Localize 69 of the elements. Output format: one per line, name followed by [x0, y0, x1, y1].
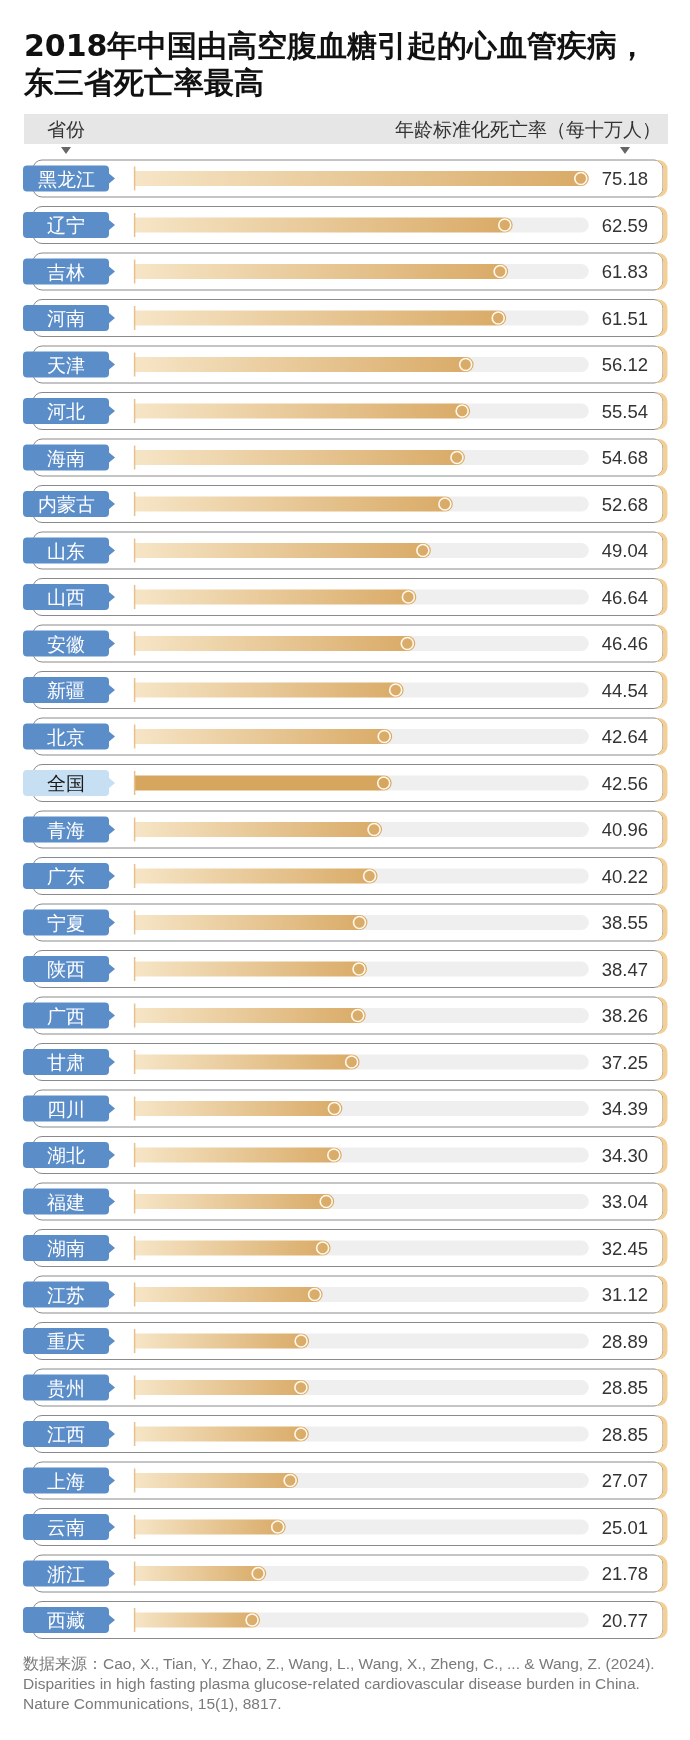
y-tick-label: 河北 [47, 400, 85, 422]
y-tick-label: 西藏 [47, 1609, 85, 1631]
y-tick-label: 江西 [47, 1423, 85, 1445]
y-tick-label: 宁夏 [47, 911, 85, 934]
y-tick-label: 重庆 [47, 1330, 85, 1352]
y-tick-label: 福建 [47, 1190, 85, 1213]
data-label: 61.83 [601, 261, 648, 282]
y-tick-label: 吉林 [47, 260, 85, 283]
data-label: 56.12 [601, 354, 648, 375]
y-tick-label: 青海 [47, 818, 85, 841]
data-label: 40.22 [601, 865, 648, 887]
data-label: 34.39 [601, 1098, 648, 1119]
y-tick-label: 内蒙古 [37, 493, 95, 515]
data-label: 44.54 [601, 679, 648, 701]
data-label: 46.46 [601, 633, 648, 654]
y-tick-label: 湖北 [47, 1144, 85, 1166]
data-label: 37.25 [601, 1051, 648, 1073]
data-label: 31.12 [601, 1284, 648, 1305]
data-label: 49.04 [601, 540, 648, 561]
data-label: 40.96 [601, 819, 648, 840]
data-label: 38.47 [601, 958, 648, 980]
data-label: 42.56 [601, 772, 648, 794]
y-tick-label: 甘肃 [47, 1051, 85, 1073]
y-tick-label: 黑龙江 [37, 167, 95, 190]
y-tick-label: 天津 [47, 353, 85, 376]
data-label: 52.68 [601, 493, 648, 515]
y-tick-label: 山西 [47, 586, 85, 608]
y-tick-label: 山东 [47, 539, 85, 562]
data-label: 61.51 [601, 307, 648, 329]
y-tick-label: 湖南 [47, 1237, 85, 1259]
y-tick-label: 全国 [47, 772, 85, 794]
y-tick-label: 广东 [47, 865, 85, 887]
data-label: 32.45 [601, 1237, 648, 1259]
y-tick-label: 上海 [47, 1469, 85, 1492]
data-label: 42.64 [601, 726, 648, 747]
y-tick-label: 江苏 [47, 1283, 85, 1306]
x-axis-title: 年龄标准化死亡率（每十万人） [395, 118, 661, 140]
data-label: 27.07 [601, 1470, 648, 1491]
data-label: 28.89 [601, 1330, 648, 1352]
data-label: 62.59 [601, 214, 648, 236]
y-tick-label: 北京 [47, 725, 85, 748]
source-note: 数据来源：Cao, X., Tian, Y., Zhao, Z., Wang, L., Wang, X., Zheng, C., ... & Wang, Z. (2024). Disparities in high fasting plasma glucose-related cardiovascular disease burden in China. Nature Communications, 15(1), 8817. [23, 1654, 655, 1712]
y-tick-label: 海南 [47, 446, 85, 469]
y-tick-label: 贵州 [47, 1376, 85, 1399]
data-label: 21.78 [601, 1563, 648, 1584]
y-tick-label: 陕西 [47, 958, 85, 980]
y-tick-label: 浙江 [47, 1562, 85, 1585]
y-tick-label: 新疆 [47, 679, 85, 701]
bar [134, 171, 589, 186]
data-label: 38.26 [601, 1005, 648, 1026]
data-label: 46.64 [601, 586, 648, 608]
y-tick-label: 河南 [47, 307, 85, 329]
chart-title: 2018年中国由高空腹血糖引起的心血管疾病，东三省死亡率最高 [23, 28, 648, 100]
y-tick-label: 辽宁 [47, 214, 85, 236]
y-tick-label: 广西 [47, 1004, 85, 1027]
data-label: 25.01 [601, 1516, 648, 1538]
data-label: 55.54 [601, 400, 648, 422]
data-label: 33.04 [601, 1191, 648, 1212]
data-label: 34.30 [601, 1144, 648, 1166]
data-label: 28.85 [601, 1377, 648, 1398]
data-label: 54.68 [601, 447, 648, 468]
data-label: 75.18 [601, 168, 648, 189]
data-label: 20.77 [601, 1609, 648, 1631]
y-axis-title: 省份 [47, 118, 85, 140]
y-tick-label: 云南 [47, 1516, 85, 1538]
data-label: 28.85 [601, 1423, 648, 1445]
y-tick-label: 四川 [47, 1097, 85, 1120]
data-label: 38.55 [601, 912, 648, 933]
y-tick-label: 安徽 [47, 632, 85, 655]
